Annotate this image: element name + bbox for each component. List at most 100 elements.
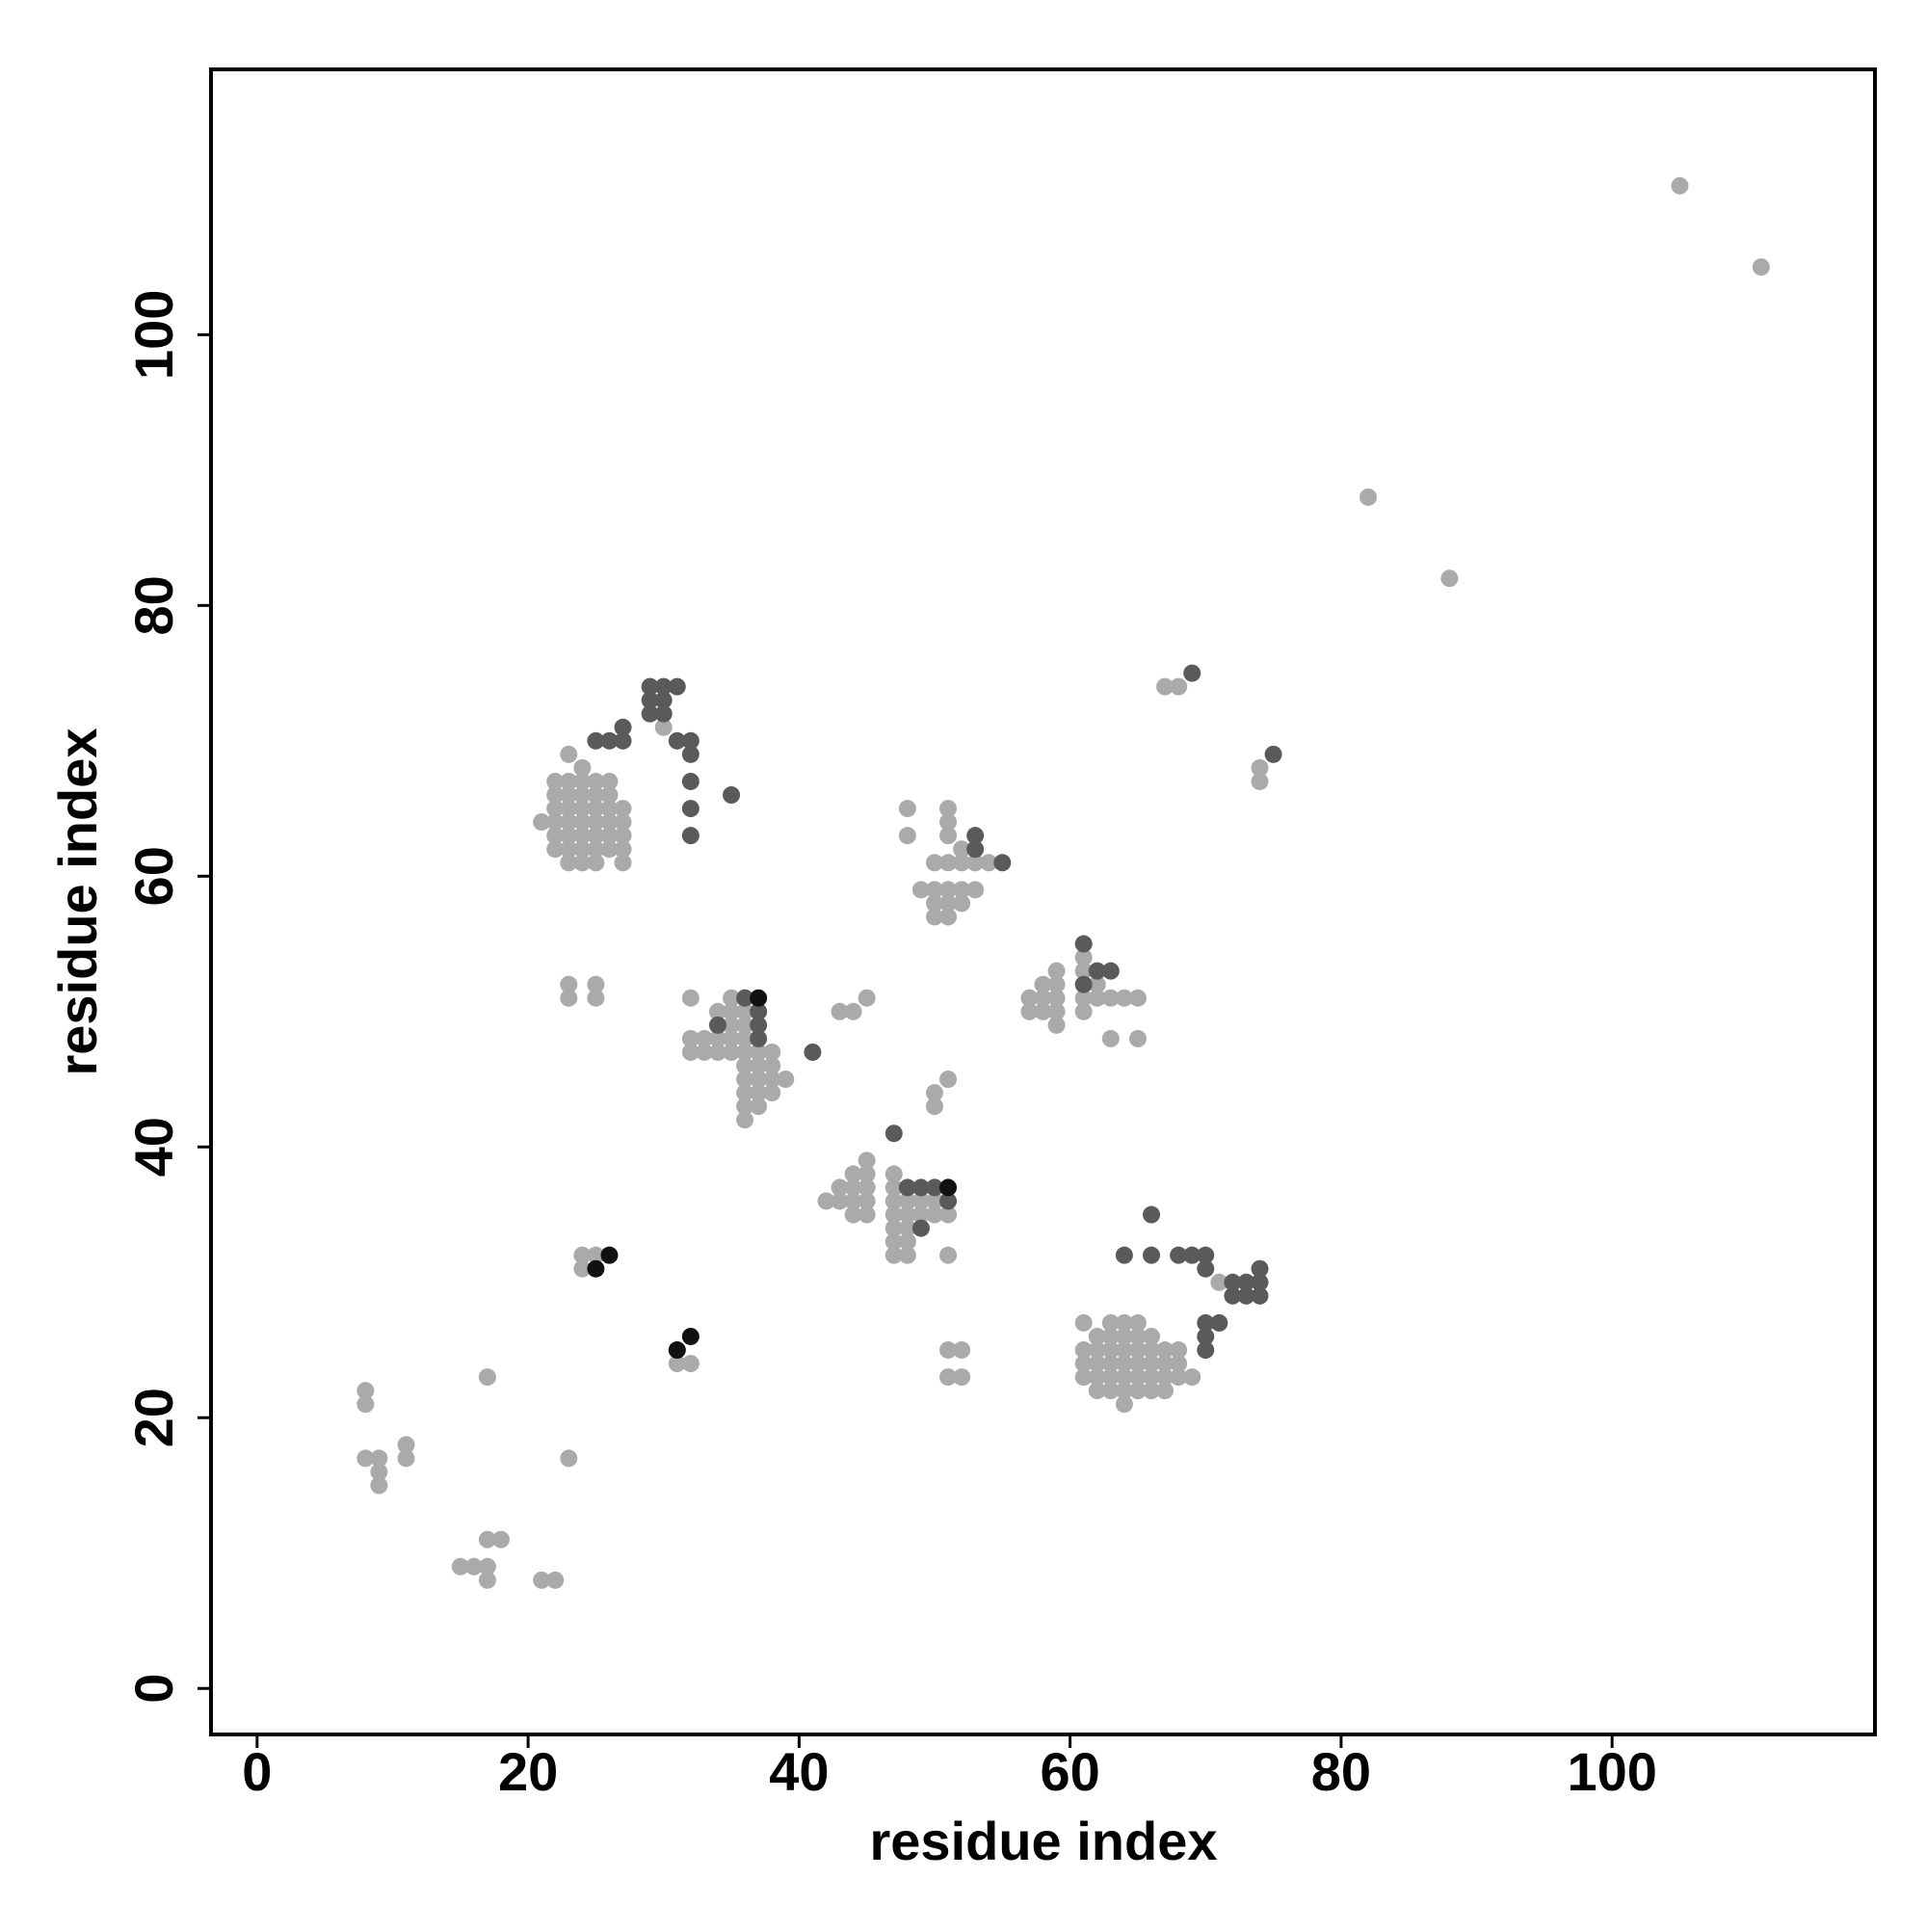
point [1251,1273,1269,1291]
point [723,1002,741,1020]
point [1115,1313,1133,1332]
point [587,975,605,993]
point [546,813,565,832]
point [681,772,700,790]
point [614,813,632,832]
point [911,881,930,899]
point [763,1043,781,1061]
point [884,1192,903,1210]
point [681,1029,700,1047]
point [397,1436,415,1454]
point [654,677,673,696]
point [587,827,605,845]
point [1197,1246,1215,1264]
point [898,1178,916,1197]
point [925,1178,943,1197]
point [1101,989,1120,1007]
point [1020,1002,1039,1020]
point [817,1192,835,1210]
point [1197,1341,1215,1360]
point [641,704,659,723]
point [925,894,943,913]
point [925,1192,943,1210]
point [1115,1327,1133,1345]
point [723,1029,741,1047]
point [681,731,700,750]
point [1101,1327,1120,1345]
point [587,854,605,872]
point [1251,1259,1269,1278]
point [1156,1368,1175,1387]
point [723,1043,741,1061]
point [1101,1368,1120,1387]
point [614,840,632,859]
point [681,827,700,845]
point [668,1355,686,1373]
point [573,827,592,845]
point [573,1246,592,1264]
point [1143,1246,1161,1264]
point [600,827,619,845]
point [1128,1327,1147,1345]
point [1170,1368,1188,1387]
point [573,840,592,859]
point [1034,975,1052,993]
point [736,1111,754,1129]
point [1143,1327,1161,1345]
point [736,1056,754,1074]
point [560,975,578,993]
point [1156,677,1175,696]
y-tick-label: 80 [123,575,184,635]
point [723,1016,741,1034]
point [1143,1368,1161,1387]
point [884,1178,903,1197]
point [1115,1368,1133,1387]
point [1101,1029,1120,1047]
point [681,1327,700,1345]
point [546,786,565,805]
point [1170,1355,1188,1373]
point [1197,1313,1215,1332]
point [750,1056,768,1074]
point [736,1002,754,1020]
point [587,786,605,805]
point [763,1056,781,1074]
point [560,800,578,818]
point [1224,1273,1242,1291]
point [614,827,632,845]
point [898,800,916,818]
point [356,1382,375,1400]
point [1170,1246,1188,1264]
point [925,908,943,926]
point [844,1165,862,1183]
point [911,1205,930,1224]
point [587,989,605,1007]
point [736,1084,754,1102]
y-tick-label: 0 [123,1674,184,1704]
point [1088,989,1106,1007]
point [573,1259,592,1278]
point [560,772,578,790]
x-axis-title: residue index [869,1811,1217,1871]
point [925,881,943,899]
point [1074,1341,1093,1360]
point [1128,989,1147,1007]
point [560,813,578,832]
plot-frame [209,67,1877,1736]
point [478,1368,496,1387]
point [587,813,605,832]
point [600,731,619,750]
point [858,1192,876,1210]
point [831,1002,849,1020]
point [1074,1355,1093,1373]
point [1074,1368,1093,1387]
point [370,1463,388,1481]
point [750,1098,768,1116]
point [546,840,565,859]
point [708,1043,726,1061]
point [1156,1355,1175,1373]
point [560,745,578,763]
point [1183,1246,1201,1264]
point [614,800,632,818]
point [1088,1355,1106,1373]
